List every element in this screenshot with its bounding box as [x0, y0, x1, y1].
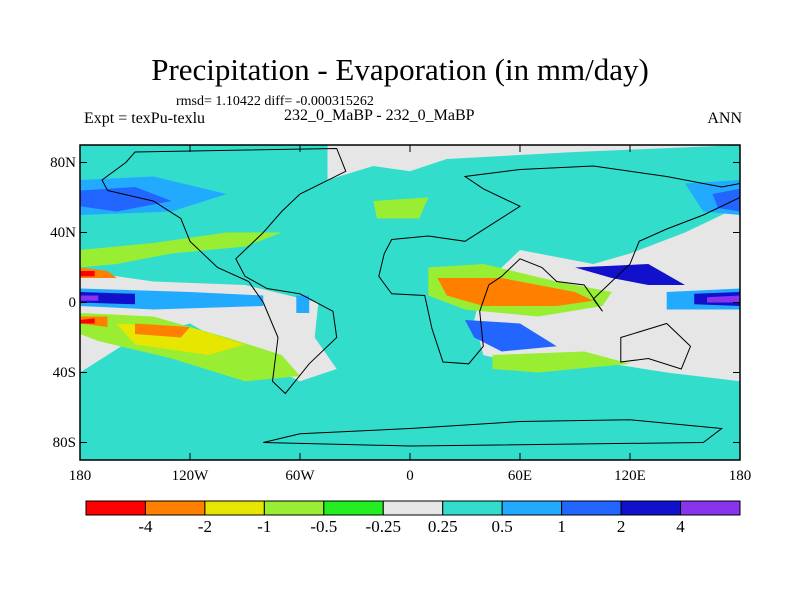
season-label: ANN [707, 110, 742, 127]
chart-title: Precipitation - Evaporation (in mm/day) [151, 52, 649, 87]
contour-region-2 [80, 187, 172, 212]
continent-outline-3 [263, 419, 724, 447]
x-tick-label-6: 180 [728, 468, 752, 484]
axes [79, 145, 741, 460]
contour-region-24 [492, 351, 630, 373]
colorbar-swatch-10 [680, 500, 741, 516]
colorbar-label-8: 2 [616, 517, 626, 536]
colorbar-swatch-4 [323, 500, 384, 516]
contour-region-11 [80, 232, 282, 268]
stats-label: rmsd= 1.10422 diff= -0.000315262 [176, 94, 374, 109]
y-tick-label-4: 80S [52, 434, 76, 451]
y-tick-label-1: 40N [50, 224, 76, 241]
x-tick-label-4: 60E [507, 468, 533, 484]
contour-region-16 [80, 271, 95, 277]
colorbar-swatch-8 [561, 500, 622, 516]
x-tick-label-3: 0 [406, 468, 414, 484]
colorbar-swatch-6 [442, 500, 503, 516]
contour-region-23 [575, 264, 685, 285]
colorbar-label-5: 0.25 [427, 517, 458, 536]
x-tick-label-2: 60W [285, 468, 315, 484]
contour-region-21 [437, 278, 594, 306]
colorbar-swatch-0 [85, 500, 146, 516]
colorbar-swatch-7 [501, 500, 563, 516]
y-tick-label-0: 80N [50, 154, 76, 171]
colorbar-label-7: 1 [557, 517, 566, 536]
colorbar-swatch-1 [144, 500, 206, 516]
colorbar-swatch-3 [263, 500, 325, 516]
x-tick-label-5: 120E [614, 468, 646, 484]
colorbar-label-2: -1 [257, 517, 272, 536]
contour-region-4 [712, 188, 740, 212]
colorbar [85, 500, 741, 516]
y-tick-label-3: 40S [52, 364, 76, 381]
x-tick-label-0: 180 [68, 468, 92, 484]
field-layer [80, 145, 740, 460]
colorbar-label-4: -0.25 [365, 517, 401, 536]
experiment-label: Expt = texPu-texlu [84, 110, 206, 127]
continent-outline-0 [101, 147, 347, 395]
colorbar-swatch-9 [620, 500, 682, 516]
y-tick-label-2: 0 [68, 294, 77, 311]
contour-region-22 [465, 320, 557, 352]
period-label: 232_0_MaBP - 232_0_MaBP [284, 107, 475, 124]
contour-region-6 [80, 292, 135, 305]
colorbar-label-0: -4 [138, 517, 153, 536]
continent-outline-2 [620, 322, 692, 370]
contour-region-18 [80, 318, 95, 324]
colorbar-swatch-5 [382, 500, 444, 516]
colorbar-label-9: 4 [676, 517, 685, 536]
x-tick-label-1: 120W [171, 468, 209, 484]
colorbar-label-3: -0.5 [310, 517, 338, 536]
contour-region-10 [707, 295, 740, 303]
colorbar-label-6: 0.5 [491, 517, 513, 536]
contour-region-19 [373, 197, 429, 219]
colorbar-label-1: -2 [197, 517, 212, 536]
contour-region-14 [135, 323, 190, 338]
contour-region-7 [80, 295, 99, 301]
colorbar-swatch-2 [204, 500, 265, 516]
continent-outline-1 [378, 165, 740, 365]
contour-region-25 [296, 295, 310, 313]
